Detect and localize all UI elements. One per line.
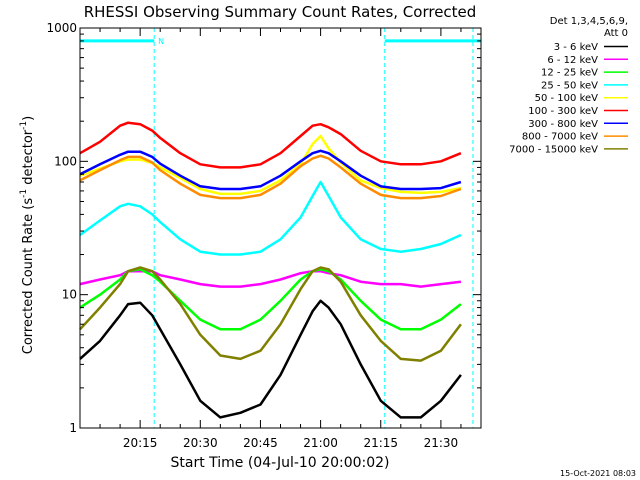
- legend-label-12-25-kev: 12 - 25 keV: [541, 68, 598, 79]
- y-tick-label: 10: [62, 288, 77, 302]
- series-line-25-50-kev: [79, 180, 462, 256]
- y-tick-label: 100: [54, 154, 77, 168]
- legend-label-25-50-kev: 25 - 50 keV: [541, 80, 598, 91]
- series-line-50-100-kev: [79, 134, 462, 196]
- x-tick-label: 21:30: [424, 436, 459, 450]
- x-tick-label: 20:15: [123, 436, 158, 450]
- plot-area: N 1 10 100 1000 20:15 20:30 20:45 21:00 21:15 21…: [46, 21, 482, 450]
- x-tick-label: 21:15: [363, 436, 398, 450]
- legend-label-7000-15000-kev: 7000 - 15000 keV: [509, 144, 598, 155]
- legend-label-3-6-kev: 3 - 6 keV: [554, 42, 598, 53]
- marker-lines: [79, 28, 474, 428]
- legend-label-50-100-kev: 50 - 100 keV: [535, 93, 599, 104]
- series-line-6-12-kev: [79, 269, 462, 288]
- attenuator-bars: N: [80, 37, 481, 46]
- legend-header: Det 1,3,4,5,6,9,: [550, 16, 628, 27]
- x-tick-label: 20:30: [183, 436, 218, 450]
- series-line-7000-15000-kev: [79, 266, 462, 362]
- series-line-12-25-kev: [79, 268, 462, 331]
- legend-header: Att 0: [604, 28, 628, 39]
- legend-label-300-800-kev: 300 - 800 keV: [528, 119, 598, 130]
- x-axis-label: Start Time (04-Jul-10 20:00:02): [170, 455, 389, 471]
- y-axis-label: Corrected Count Rate (s-1 detector-1): [19, 116, 36, 354]
- x-axis: 20:15 20:30 20:45 21:00 21:15 21:30: [99, 28, 462, 450]
- series-lines: [79, 121, 462, 419]
- y-tick-label: 1: [69, 421, 77, 435]
- x-tick-label: 21:00: [303, 436, 338, 450]
- y-tick-label: 1000: [46, 21, 77, 35]
- series-line-800-7000-kev: [79, 154, 462, 200]
- chart-title: RHESSI Observing Summary Count Rates, Co…: [84, 3, 477, 21]
- generated-timestamp: 15-Oct-2021 08:03: [560, 469, 636, 478]
- series-line-300-800-kev: [79, 149, 462, 191]
- attenuator-marker: N: [158, 37, 164, 46]
- x-tick-label: 20:45: [243, 436, 278, 450]
- legend-label-6-12-kev: 6 - 12 keV: [547, 55, 598, 66]
- legend: Det 1,3,4,5,6,9,Att 0 3 - 6 keV 6 - 12 keV…: [509, 16, 628, 155]
- legend-label-800-7000-kev: 800 - 7000 keV: [522, 132, 598, 143]
- legend-label-100-300-kev: 100 - 300 keV: [528, 106, 598, 117]
- series-line-3-6-kev: [79, 299, 462, 419]
- y-axis: 1 10 100 1000: [46, 21, 481, 435]
- series-line-100-300-kev: [79, 121, 462, 169]
- plot-frame: [79, 27, 482, 429]
